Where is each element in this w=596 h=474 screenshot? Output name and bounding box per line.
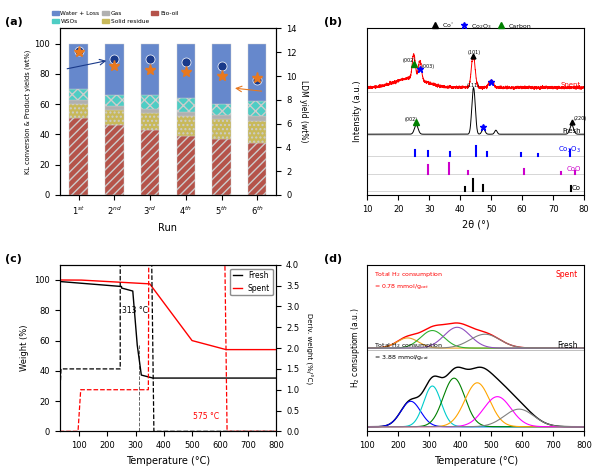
Spent bbox=[56, 277, 63, 283]
Text: 575 °C: 575 °C bbox=[193, 412, 219, 421]
Y-axis label: Deriv. weight (%/°C): Deriv. weight (%/°C) bbox=[305, 312, 312, 383]
Bar bbox=[212, 104, 231, 115]
Text: (002): (002) bbox=[402, 57, 416, 63]
Y-axis label: KL conversion & Product yields (wt%): KL conversion & Product yields (wt%) bbox=[25, 49, 32, 174]
Line: Fresh: Fresh bbox=[60, 282, 277, 378]
Text: (101): (101) bbox=[468, 50, 481, 55]
Text: (002): (002) bbox=[404, 117, 417, 122]
Spent bbox=[234, 347, 241, 353]
Text: Total H$_2$ consumption: Total H$_2$ consumption bbox=[374, 270, 443, 279]
Bar bbox=[141, 95, 159, 109]
Fresh bbox=[218, 375, 225, 381]
Text: Co: Co bbox=[572, 185, 581, 191]
Bar bbox=[248, 101, 266, 116]
Bar bbox=[141, 130, 159, 195]
Fresh bbox=[197, 375, 204, 381]
Y-axis label: LDM yield (wt%): LDM yield (wt%) bbox=[299, 81, 308, 143]
Bar bbox=[105, 106, 124, 110]
X-axis label: Temperature (°C): Temperature (°C) bbox=[434, 456, 518, 465]
Legend: Co$^°$, Co$_2$O$_3$, Carbon: Co$^°$, Co$_2$O$_3$, Carbon bbox=[426, 18, 534, 33]
Legend: Water + Loss, WSOs, Gas, Solid residue, Bio-oil: Water + Loss, WSOs, Gas, Solid residue, … bbox=[52, 11, 178, 24]
Bar bbox=[141, 109, 159, 113]
Bar bbox=[176, 112, 195, 116]
Bar bbox=[105, 95, 124, 106]
Bar bbox=[176, 136, 195, 195]
Spent bbox=[218, 346, 225, 351]
Spent bbox=[222, 347, 229, 353]
Bar bbox=[176, 44, 195, 98]
Bar bbox=[212, 119, 231, 139]
Text: CoO: CoO bbox=[567, 166, 581, 172]
Spent bbox=[197, 340, 204, 346]
Y-axis label: H$_2$ consuptiom (a.u.): H$_2$ consuptiom (a.u.) bbox=[349, 308, 362, 388]
Fresh bbox=[186, 375, 193, 381]
Bar bbox=[141, 44, 159, 95]
Fresh bbox=[273, 375, 280, 381]
X-axis label: Temperature (°C): Temperature (°C) bbox=[126, 456, 210, 465]
Bar bbox=[248, 121, 266, 144]
Bar bbox=[105, 110, 124, 125]
Bar bbox=[141, 113, 159, 130]
Spent bbox=[273, 347, 280, 353]
Text: = 0.78 mmol/g$_{cat}$: = 0.78 mmol/g$_{cat}$ bbox=[374, 282, 429, 291]
Text: Fresh: Fresh bbox=[557, 341, 578, 350]
Text: (d): (d) bbox=[324, 254, 342, 264]
Text: = 3.88 mmol/g$_{cat}$: = 3.88 mmol/g$_{cat}$ bbox=[374, 353, 430, 362]
Text: (b): (b) bbox=[324, 17, 342, 27]
Text: (c): (c) bbox=[5, 254, 22, 264]
Bar bbox=[176, 116, 195, 136]
Bar bbox=[70, 118, 88, 195]
Fresh bbox=[149, 375, 156, 381]
Spent bbox=[95, 278, 103, 284]
Legend: Fresh, Spent: Fresh, Spent bbox=[231, 269, 272, 295]
Fresh bbox=[56, 279, 63, 284]
Text: Spent: Spent bbox=[561, 82, 581, 88]
X-axis label: 2θ (°): 2θ (°) bbox=[462, 219, 489, 229]
Spent bbox=[186, 335, 193, 340]
Bar bbox=[70, 100, 88, 104]
Bar bbox=[212, 139, 231, 195]
Bar bbox=[212, 44, 231, 104]
Text: (111): (111) bbox=[467, 82, 480, 88]
Bar bbox=[212, 115, 231, 119]
Text: (220): (220) bbox=[573, 116, 586, 121]
Bar bbox=[248, 116, 266, 121]
Text: Fresh: Fresh bbox=[563, 128, 581, 134]
Y-axis label: Intensity (a.u.): Intensity (a.u.) bbox=[353, 81, 362, 143]
Bar bbox=[70, 89, 88, 100]
Line: Spent: Spent bbox=[60, 280, 277, 350]
Bar bbox=[105, 44, 124, 95]
Fresh bbox=[139, 373, 146, 378]
Fresh bbox=[234, 375, 241, 381]
Fresh bbox=[95, 282, 103, 288]
Text: (a): (a) bbox=[5, 17, 23, 27]
Spent bbox=[139, 281, 146, 286]
Text: 313 °C: 313 °C bbox=[122, 306, 148, 315]
Text: Spent: Spent bbox=[555, 270, 578, 279]
X-axis label: Run: Run bbox=[159, 223, 178, 233]
Text: (003): (003) bbox=[421, 64, 434, 69]
Bar bbox=[248, 44, 266, 101]
Text: Co$_2$O$_3$: Co$_2$O$_3$ bbox=[558, 145, 581, 155]
Y-axis label: Weight (%): Weight (%) bbox=[20, 325, 29, 371]
Bar bbox=[248, 144, 266, 195]
Bar bbox=[105, 125, 124, 195]
Bar bbox=[70, 44, 88, 89]
Bar bbox=[70, 104, 88, 118]
Text: Total H$_2$ consumption: Total H$_2$ consumption bbox=[374, 341, 443, 350]
Bar bbox=[176, 98, 195, 112]
